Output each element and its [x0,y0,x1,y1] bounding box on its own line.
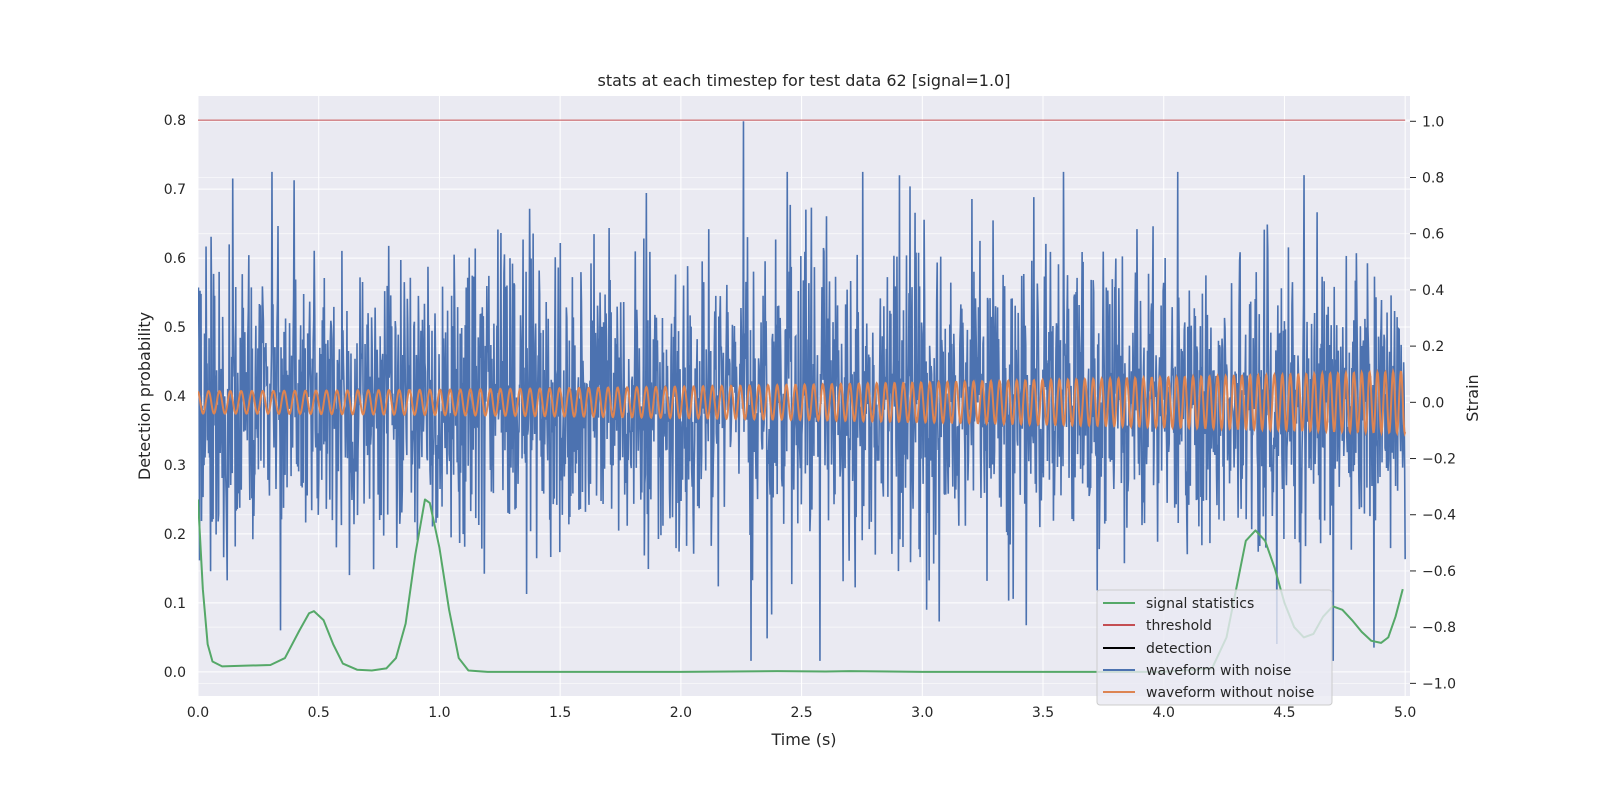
y-tick-label-right: −0.4 [1422,508,1456,524]
y-tick-label-left: 0.1 [164,596,186,612]
legend: signal statistics threshold detection wa… [1096,589,1333,706]
y-ticks-right: −1.0 −0.8 −0.6 −0.4 −0.2 0.0 0.2 0.4 0.6 0.8 1.0 [1410,114,1456,692]
y-axis-label-right: Strain [1463,374,1482,421]
legend-label-waveform-without-noise: waveform without noise [1146,685,1314,701]
x-tick-label: 4.0 [1153,705,1175,721]
y-tick-label-right: 0.2 [1422,339,1444,355]
x-tick-label: 0.0 [187,705,209,721]
legend-label-detection: detection [1146,641,1212,657]
x-tick-label: 5.0 [1394,705,1416,721]
y-tick-label-right: −0.2 [1422,452,1456,468]
series-waveform-without-noise [198,367,1407,438]
y-tick-label-right: 0.0 [1422,395,1444,411]
y-axis-label-left: Detection probability [135,312,154,480]
y-tick-label-right: 0.4 [1422,283,1444,299]
x-tick-label: 1.5 [549,705,571,721]
y-tick-label-left: 0.8 [164,113,186,129]
y-tick-label-left: 0.7 [164,182,186,198]
y-tick-label-left: 0.5 [164,320,186,336]
x-tick-label: 1.0 [428,705,450,721]
y-tick-label-left: 0.4 [164,389,186,405]
x-tick-label: 3.0 [911,705,933,721]
x-axis-label: Time (s) [770,730,836,749]
y-tick-label-right: −1.0 [1422,676,1456,692]
legend-label-waveform-with-noise: waveform with noise [1146,663,1291,679]
y-tick-label-left: 0.3 [164,458,186,474]
y-tick-label-right: −0.8 [1422,620,1456,636]
y-tick-label-left: 0.6 [164,251,186,267]
x-ticks: 0.0 0.5 1.0 1.5 2.0 2.5 3.0 3.5 4.0 4.5 5.0 [187,705,1416,721]
x-tick-label: 4.5 [1273,705,1295,721]
legend-label-signal-statistics: signal statistics [1146,596,1254,612]
y-ticks-left: 0.0 0.1 0.2 0.3 0.4 0.5 0.6 0.7 0.8 [164,113,186,681]
y-tick-label-left: 0.2 [164,527,186,543]
x-tick-label: 2.0 [670,705,692,721]
legend-box [1096,589,1333,706]
x-tick-label: 0.5 [308,705,330,721]
y-tick-label-left: 0.0 [164,665,186,681]
x-tick-label: 3.5 [1032,705,1054,721]
y-tick-label-right: 1.0 [1422,114,1444,130]
y-tick-label-right: −0.6 [1422,564,1456,580]
chart-title: stats at each timestep for test data 62 … [598,71,1011,90]
y-tick-label-right: 0.6 [1422,227,1444,243]
legend-label-threshold: threshold [1146,618,1212,634]
x-tick-label: 2.5 [790,705,812,721]
y-tick-label-right: 0.8 [1422,170,1444,186]
